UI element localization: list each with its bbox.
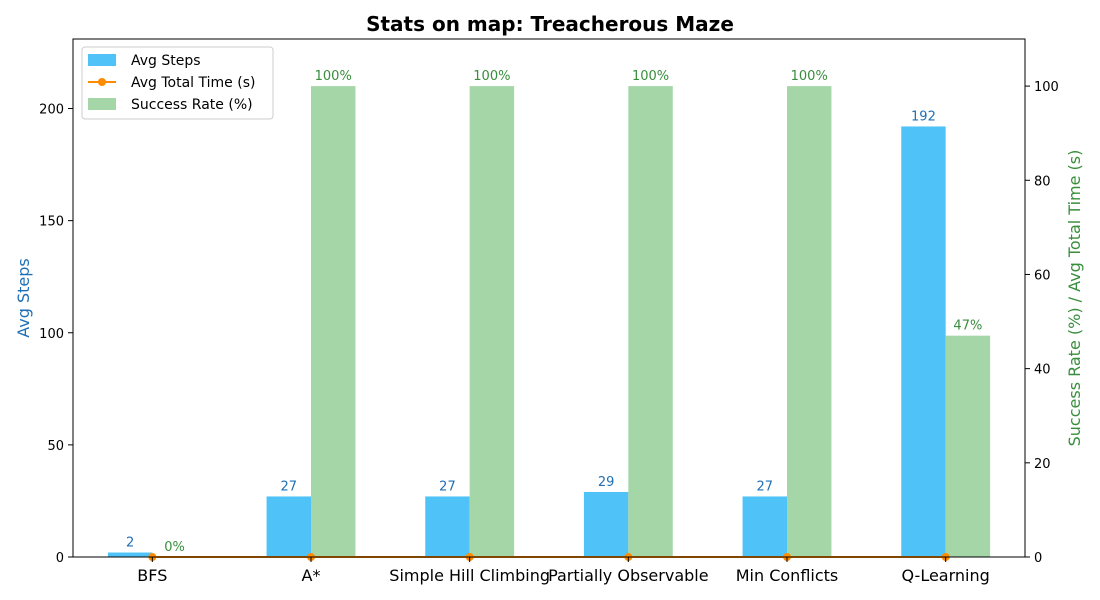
bar-label: 47%: [953, 319, 982, 334]
right-tick-label: 20: [1034, 457, 1051, 472]
bar-avg-steps: [107, 552, 153, 557]
bar-label: 100%: [791, 69, 828, 84]
bar-success-rate: [945, 335, 991, 557]
bar-label: 100%: [632, 69, 669, 84]
bar-label: 27: [439, 479, 456, 494]
bar-label: 29: [598, 475, 615, 490]
legend-items: Avg Steps Avg Total Time (s) Success Rate …: [88, 53, 255, 113]
right-tick-label: 0: [1034, 551, 1042, 566]
plot-frame: [72, 38, 1026, 558]
left-axis-ticks: 0 50 100 150 200: [39, 103, 73, 566]
legend-swatch: [88, 54, 116, 66]
legend-label: Success Rate (%): [131, 97, 253, 113]
legend-swatch-marker: [98, 78, 106, 86]
left-tick-label: 150: [39, 215, 64, 230]
chart-title: Stats on map: Treacherous Maze: [366, 12, 734, 36]
legend-box: [81, 46, 274, 120]
x-tick-label: Q-Learning: [902, 566, 990, 585]
left-tick-label: 100: [39, 327, 64, 342]
bar-label: 100%: [473, 69, 510, 84]
bar-success-rate: [787, 86, 832, 557]
bar-success-rate: [311, 86, 356, 557]
left-axis-label: Avg Steps: [14, 258, 33, 337]
right-tick-label: 60: [1034, 268, 1051, 283]
x-tick-label: BFS: [137, 566, 167, 585]
x-tick-label: Min Conflicts: [736, 566, 839, 585]
x-tick-label: A*: [302, 566, 321, 585]
bar-success-rate: [628, 86, 673, 557]
right-tick-label: 40: [1034, 363, 1051, 378]
bar-label: 27: [757, 479, 774, 494]
right-axis-label: Success Rate (%) / Avg Total Time (s): [1065, 150, 1084, 447]
right-tick-label: 100: [1034, 80, 1059, 95]
bar-labels-layer: 2 27 27 29 27 192 0% 100% 100% 100% 100% 47%: [126, 69, 982, 555]
bar-avg-steps: [266, 496, 311, 557]
bar-label: 2: [126, 536, 134, 551]
bar-avg-steps: [742, 496, 787, 557]
bar-avg-steps: [425, 496, 470, 557]
left-tick-label: 50: [47, 439, 64, 454]
bars-layer: [107, 86, 991, 558]
right-axis-ticks: 0 20 40 60 80 100: [1025, 80, 1059, 566]
left-tick-label: 0: [56, 551, 64, 566]
bar-label: 27: [281, 479, 298, 494]
legend: Avg Steps Avg Total Time (s) Success Rate …: [81, 46, 274, 120]
right-tick-label: 80: [1034, 174, 1051, 189]
bar-avg-steps: [583, 491, 629, 557]
x-tick-label: Simple Hill Climbing: [389, 566, 550, 585]
legend-swatch: [88, 98, 116, 110]
legend-label: Avg Total Time (s): [131, 75, 255, 91]
left-tick-label: 200: [39, 103, 64, 118]
bar-label: 0%: [164, 540, 185, 555]
bar-avg-steps: [901, 126, 946, 558]
x-tick-label: Partially Observable: [548, 566, 709, 585]
bar-label: 192: [911, 109, 936, 124]
bar-label: 100%: [315, 69, 352, 84]
bar-success-rate: [469, 86, 515, 557]
legend-label: Avg Steps: [131, 53, 201, 69]
